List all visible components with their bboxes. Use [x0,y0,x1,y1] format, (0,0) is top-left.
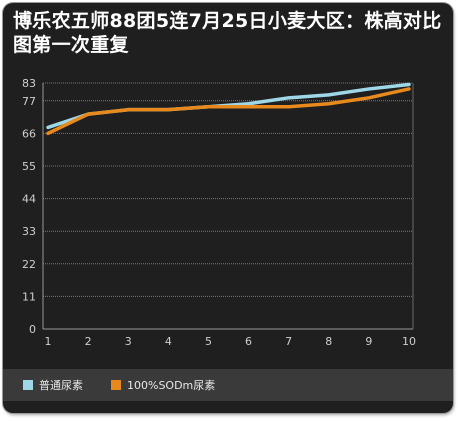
x-tick-label: 1 [45,335,52,348]
y-tick-label: 83 [22,77,36,90]
x-tick-label: 9 [365,335,372,348]
y-tick-label: 44 [22,193,36,206]
y-tick-label: 77 [22,95,36,108]
x-tick-label: 6 [245,335,252,348]
x-tick-label: 2 [85,335,92,348]
chart-frame: 博乐农五师88团5连7月25日小麦大区：株高对比图第一次重复 0 11 22 33 44… [3,3,453,413]
legend-label-series-1: 普通尿素 [39,379,83,392]
chart-title: 博乐农五师88团5连7月25日小麦大区：株高对比图第一次重复 [13,10,442,56]
x-tick-label: 10 [402,335,416,348]
y-tick-label: 22 [22,258,36,271]
y-tick-label: 0 [29,323,36,336]
legend-swatch-series-2 [111,380,121,390]
y-tick-label: 11 [22,290,36,303]
x-tick-label: 8 [325,335,332,348]
y-tick-label: 66 [22,127,36,140]
y-tick-label: 55 [22,160,36,173]
legend-swatch-series-1 [23,380,33,390]
series-line-2 [46,87,411,136]
line-chart: 0 11 22 33 44 55 66 77 83 1 2 3 4 5 6 7 8 9 10 [22,77,416,348]
legend: 普通尿素 100%SODm尿素 [3,369,453,401]
x-tick-label: 4 [165,335,172,348]
y-tick-label: 33 [22,225,36,238]
x-tick-label: 3 [125,335,132,348]
plot-area [43,83,413,329]
x-tick-label: 5 [205,335,212,348]
legend-item-series-2[interactable]: 100%SODm尿素 [111,377,215,393]
legend-label-series-2: 100%SODm尿素 [127,379,216,392]
legend-item-series-1[interactable]: 普通尿素 [23,377,83,393]
x-tick-label: 7 [285,335,292,348]
